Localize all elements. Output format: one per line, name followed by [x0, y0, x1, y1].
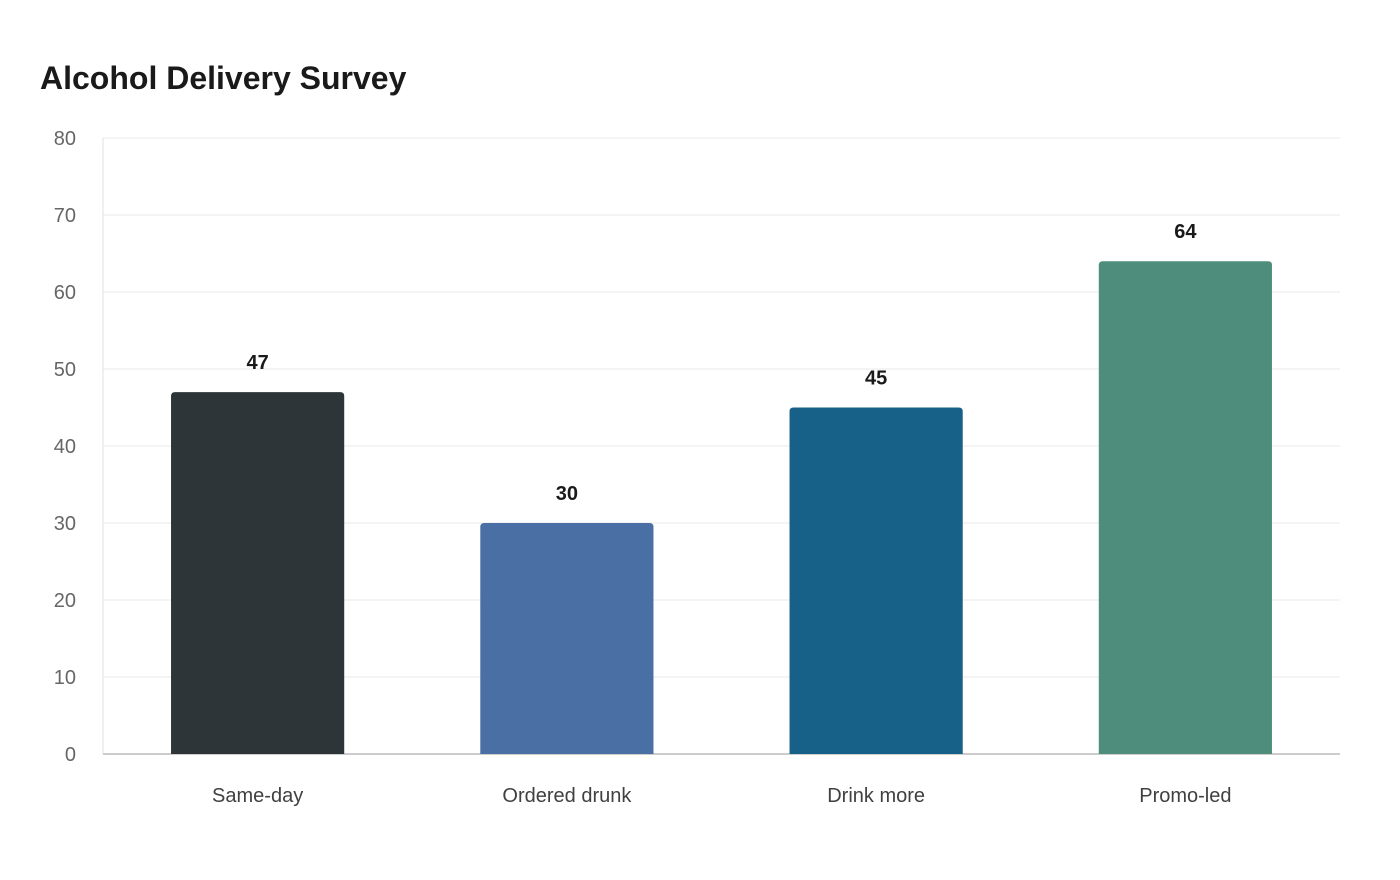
y-tick-label: 60	[54, 282, 76, 304]
data-label: 47	[247, 352, 269, 374]
bar-ordered-drunk[interactable]	[480, 523, 654, 754]
x-category-label: Ordered drunk	[502, 785, 632, 807]
x-category-label: Same-day	[212, 785, 303, 807]
y-tick-label: 10	[54, 667, 76, 689]
bar-same-day[interactable]	[171, 392, 345, 754]
y-tick-label: 20	[54, 590, 76, 612]
bar-promo-led[interactable]	[1098, 261, 1272, 754]
bars	[171, 261, 1272, 754]
x-category-label: Promo-led	[1139, 785, 1231, 807]
data-label: 30	[556, 483, 578, 505]
data-label: 64	[1174, 221, 1197, 243]
y-tick-label: 30	[54, 513, 76, 535]
chart-title: Alcohol Delivery Survey	[40, 60, 407, 96]
y-tick-label: 40	[54, 436, 76, 458]
data-label: 45	[865, 368, 887, 390]
y-tick-label: 70	[54, 205, 76, 227]
labels: 0 10 20 30 40 50 60 70 80 47 Same-day 30 Ordered dru…	[54, 128, 1232, 807]
y-tick-label: 80	[54, 128, 76, 150]
y-tick-label: 0	[65, 744, 76, 766]
x-category-label: Drink more	[827, 785, 925, 807]
bar-drink-more[interactable]	[789, 407, 963, 755]
y-tick-label: 50	[54, 359, 76, 381]
